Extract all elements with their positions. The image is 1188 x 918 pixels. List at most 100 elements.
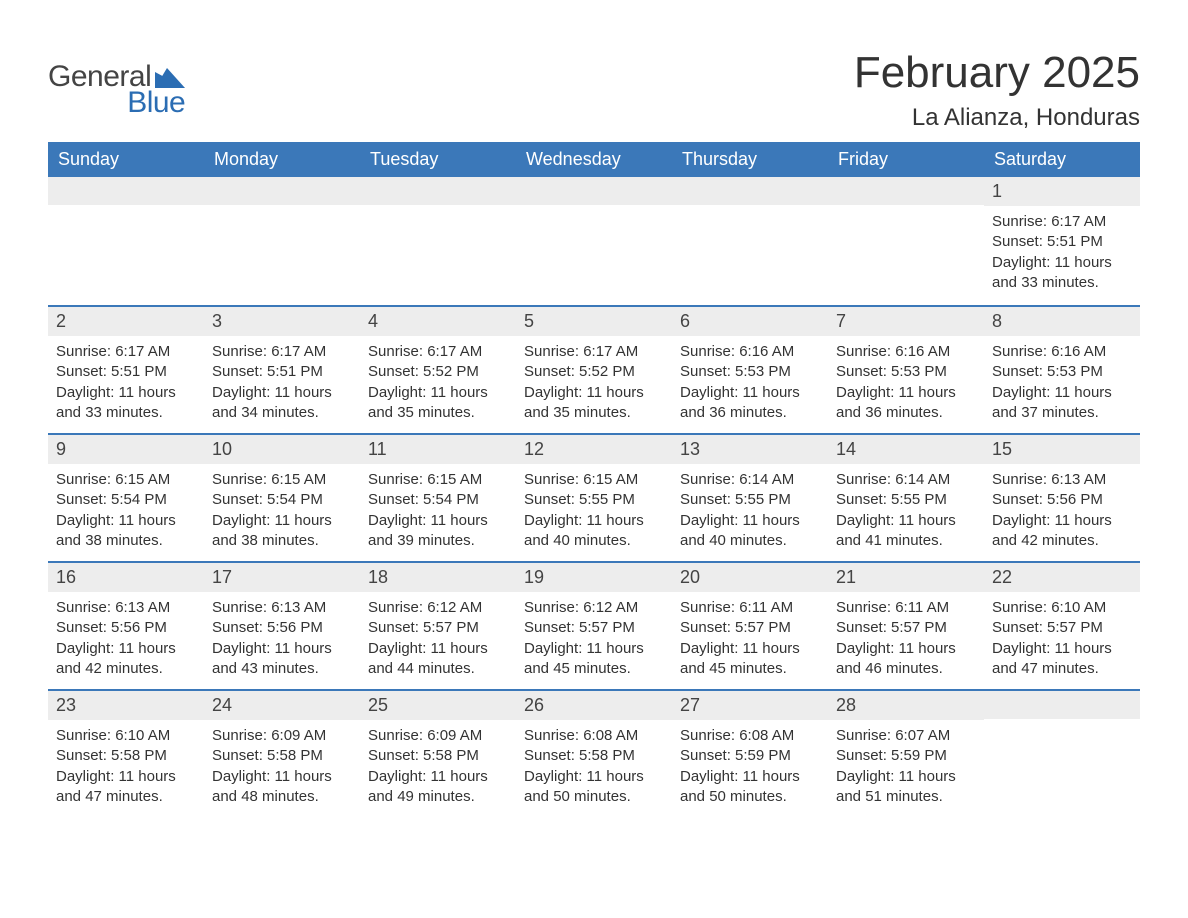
- calendar-day-cell: 21Sunrise: 6:11 AMSunset: 5:57 PMDayligh…: [828, 563, 984, 689]
- daylight-line: Daylight: 11 hours and 50 minutes.: [680, 767, 820, 808]
- day-details: Sunrise: 6:08 AMSunset: 5:58 PMDaylight:…: [516, 720, 672, 815]
- day-details: Sunrise: 6:13 AMSunset: 5:56 PMDaylight:…: [48, 592, 204, 687]
- sunrise-line: Sunrise: 6:15 AM: [56, 470, 196, 490]
- day-number: 2: [48, 307, 204, 336]
- day-number: 11: [360, 435, 516, 464]
- day-details: Sunrise: 6:17 AMSunset: 5:52 PMDaylight:…: [360, 336, 516, 431]
- day-number: [828, 177, 984, 205]
- sunset-line: Sunset: 5:57 PM: [836, 618, 976, 638]
- daylight-line: Daylight: 11 hours and 46 minutes.: [836, 639, 976, 680]
- day-number: 13: [672, 435, 828, 464]
- daylight-line: Daylight: 11 hours and 42 minutes.: [56, 639, 196, 680]
- daylight-line: Daylight: 11 hours and 36 minutes.: [836, 383, 976, 424]
- sunrise-line: Sunrise: 6:17 AM: [56, 342, 196, 362]
- day-number: 14: [828, 435, 984, 464]
- brand-text-blue: Blue: [126, 86, 185, 120]
- daylight-line: Daylight: 11 hours and 41 minutes.: [836, 511, 976, 552]
- calendar-day-cell: 17Sunrise: 6:13 AMSunset: 5:56 PMDayligh…: [204, 563, 360, 689]
- day-details: Sunrise: 6:09 AMSunset: 5:58 PMDaylight:…: [204, 720, 360, 815]
- sunset-line: Sunset: 5:52 PM: [524, 362, 664, 382]
- sunrise-line: Sunrise: 6:14 AM: [680, 470, 820, 490]
- calendar-week: 2Sunrise: 6:17 AMSunset: 5:51 PMDaylight…: [48, 305, 1140, 433]
- daylight-line: Daylight: 11 hours and 51 minutes.: [836, 767, 976, 808]
- calendar-day-cell: 15Sunrise: 6:13 AMSunset: 5:56 PMDayligh…: [984, 435, 1140, 561]
- calendar-day-cell: [984, 691, 1140, 817]
- calendar-page: General Blue February 2025 La Alianza, H…: [0, 0, 1188, 837]
- day-details: Sunrise: 6:10 AMSunset: 5:58 PMDaylight:…: [48, 720, 204, 815]
- calendar-day-cell: 13Sunrise: 6:14 AMSunset: 5:55 PMDayligh…: [672, 435, 828, 561]
- day-details: Sunrise: 6:16 AMSunset: 5:53 PMDaylight:…: [984, 336, 1140, 431]
- sunrise-line: Sunrise: 6:15 AM: [212, 470, 352, 490]
- sunrise-line: Sunrise: 6:16 AM: [836, 342, 976, 362]
- sunrise-line: Sunrise: 6:09 AM: [212, 726, 352, 746]
- calendar-week: 9Sunrise: 6:15 AMSunset: 5:54 PMDaylight…: [48, 433, 1140, 561]
- weekday-header: Saturday: [984, 142, 1140, 177]
- daylight-line: Daylight: 11 hours and 39 minutes.: [368, 511, 508, 552]
- day-number: [672, 177, 828, 205]
- daylight-line: Daylight: 11 hours and 42 minutes.: [992, 511, 1132, 552]
- calendar-day-cell: 23Sunrise: 6:10 AMSunset: 5:58 PMDayligh…: [48, 691, 204, 817]
- daylight-line: Daylight: 11 hours and 38 minutes.: [212, 511, 352, 552]
- sunset-line: Sunset: 5:56 PM: [992, 490, 1132, 510]
- sunset-line: Sunset: 5:51 PM: [992, 232, 1132, 252]
- sunrise-line: Sunrise: 6:17 AM: [524, 342, 664, 362]
- day-number: 24: [204, 691, 360, 720]
- day-details: Sunrise: 6:15 AMSunset: 5:54 PMDaylight:…: [360, 464, 516, 559]
- sunset-line: Sunset: 5:53 PM: [680, 362, 820, 382]
- sunset-line: Sunset: 5:53 PM: [992, 362, 1132, 382]
- daylight-line: Daylight: 11 hours and 45 minutes.: [680, 639, 820, 680]
- sunrise-line: Sunrise: 6:16 AM: [680, 342, 820, 362]
- sunrise-line: Sunrise: 6:07 AM: [836, 726, 976, 746]
- day-number: [984, 691, 1140, 719]
- sunset-line: Sunset: 5:52 PM: [368, 362, 508, 382]
- daylight-line: Daylight: 11 hours and 40 minutes.: [524, 511, 664, 552]
- day-details: Sunrise: 6:13 AMSunset: 5:56 PMDaylight:…: [984, 464, 1140, 559]
- day-number: [516, 177, 672, 205]
- weekday-header: Monday: [204, 142, 360, 177]
- daylight-line: Daylight: 11 hours and 34 minutes.: [212, 383, 352, 424]
- day-number: [48, 177, 204, 205]
- day-details: Sunrise: 6:17 AMSunset: 5:51 PMDaylight:…: [984, 206, 1140, 301]
- calendar-day-cell: 4Sunrise: 6:17 AMSunset: 5:52 PMDaylight…: [360, 307, 516, 433]
- daylight-line: Daylight: 11 hours and 35 minutes.: [368, 383, 508, 424]
- month-title: February 2025: [854, 48, 1140, 98]
- sunset-line: Sunset: 5:51 PM: [56, 362, 196, 382]
- calendar-week: 1Sunrise: 6:17 AMSunset: 5:51 PMDaylight…: [48, 177, 1140, 305]
- day-number: 26: [516, 691, 672, 720]
- sunset-line: Sunset: 5:58 PM: [368, 746, 508, 766]
- calendar-day-cell: 8Sunrise: 6:16 AMSunset: 5:53 PMDaylight…: [984, 307, 1140, 433]
- calendar-day-cell: 19Sunrise: 6:12 AMSunset: 5:57 PMDayligh…: [516, 563, 672, 689]
- sunrise-line: Sunrise: 6:12 AM: [368, 598, 508, 618]
- daylight-line: Daylight: 11 hours and 44 minutes.: [368, 639, 508, 680]
- day-number: 22: [984, 563, 1140, 592]
- sunset-line: Sunset: 5:59 PM: [680, 746, 820, 766]
- sunset-line: Sunset: 5:54 PM: [212, 490, 352, 510]
- weekday-header: Friday: [828, 142, 984, 177]
- calendar-day-cell: 11Sunrise: 6:15 AMSunset: 5:54 PMDayligh…: [360, 435, 516, 561]
- weekday-header: Tuesday: [360, 142, 516, 177]
- sunset-line: Sunset: 5:57 PM: [680, 618, 820, 638]
- day-number: 25: [360, 691, 516, 720]
- sunrise-line: Sunrise: 6:10 AM: [992, 598, 1132, 618]
- day-number: 27: [672, 691, 828, 720]
- sunset-line: Sunset: 5:59 PM: [836, 746, 976, 766]
- daylight-line: Daylight: 11 hours and 33 minutes.: [992, 253, 1132, 294]
- day-details: Sunrise: 6:14 AMSunset: 5:55 PMDaylight:…: [828, 464, 984, 559]
- daylight-line: Daylight: 11 hours and 33 minutes.: [56, 383, 196, 424]
- calendar-week: 23Sunrise: 6:10 AMSunset: 5:58 PMDayligh…: [48, 689, 1140, 817]
- calendar-day-cell: 22Sunrise: 6:10 AMSunset: 5:57 PMDayligh…: [984, 563, 1140, 689]
- calendar-day-cell: [672, 177, 828, 305]
- day-number: 6: [672, 307, 828, 336]
- location-subtitle: La Alianza, Honduras: [854, 104, 1140, 132]
- calendar-week: 16Sunrise: 6:13 AMSunset: 5:56 PMDayligh…: [48, 561, 1140, 689]
- day-number: 15: [984, 435, 1140, 464]
- sunset-line: Sunset: 5:54 PM: [368, 490, 508, 510]
- day-number: 4: [360, 307, 516, 336]
- sunset-line: Sunset: 5:57 PM: [368, 618, 508, 638]
- sunset-line: Sunset: 5:51 PM: [212, 362, 352, 382]
- daylight-line: Daylight: 11 hours and 49 minutes.: [368, 767, 508, 808]
- calendar-day-cell: 20Sunrise: 6:11 AMSunset: 5:57 PMDayligh…: [672, 563, 828, 689]
- sunset-line: Sunset: 5:54 PM: [56, 490, 196, 510]
- day-details: Sunrise: 6:11 AMSunset: 5:57 PMDaylight:…: [828, 592, 984, 687]
- calendar-day-cell: 24Sunrise: 6:09 AMSunset: 5:58 PMDayligh…: [204, 691, 360, 817]
